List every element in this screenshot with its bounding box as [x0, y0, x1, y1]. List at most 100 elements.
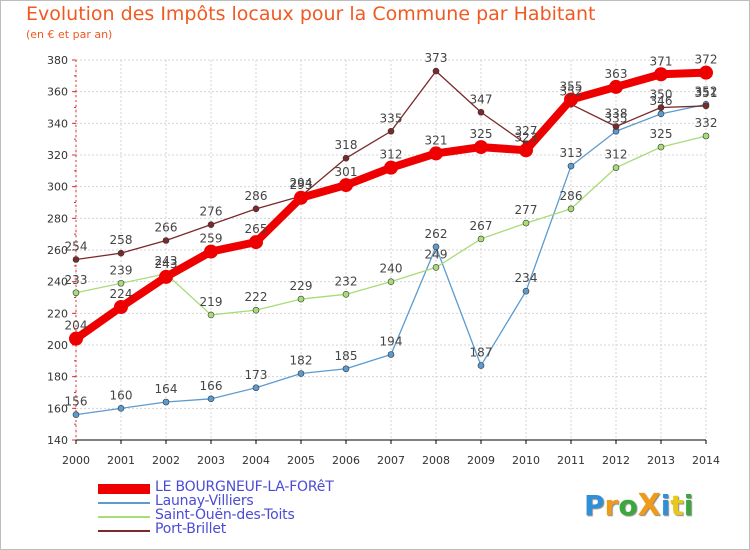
- data-label-launay-villiers: 187: [470, 346, 493, 360]
- data-point-port-brillet: [72, 256, 80, 263]
- data-label-launay-villiers: 156: [65, 395, 88, 409]
- data-label-port-brillet: 350: [650, 88, 673, 102]
- data-label-launay-villiers: 182: [290, 354, 313, 368]
- data-point-launay-villiers: [252, 384, 260, 392]
- data-label-le-bourgneuf-la-for-t: 265: [245, 222, 268, 236]
- legend-label: Launay-Villiers: [155, 493, 254, 509]
- data-point-saint-ou-n-des-toits: [522, 219, 530, 227]
- x-tick-label: 2006: [332, 454, 360, 467]
- data-point-port-brillet: [477, 108, 485, 116]
- data-point-launay-villiers: [657, 110, 665, 118]
- data-point-saint-ou-n-des-toits: [342, 291, 350, 298]
- data-label-launay-villiers: 164: [155, 382, 178, 396]
- data-point-le-bourgneuf-la-for-t: [204, 244, 218, 259]
- data-label-saint-ou-n-des-toits: 332: [695, 116, 718, 130]
- data-label-launay-villiers: 160: [110, 388, 133, 402]
- data-point-port-brillet: [657, 104, 665, 111]
- logo-letter: i: [683, 489, 694, 522]
- data-label-le-bourgneuf-la-for-t: 355: [560, 80, 583, 94]
- data-point-le-bourgneuf-la-for-t: [114, 300, 128, 314]
- x-tick-label: 2011: [557, 454, 585, 467]
- x-tick-label: 2010: [512, 454, 540, 467]
- logo-letter: i: [660, 489, 671, 522]
- data-point-le-bourgneuf-la-for-t: [294, 190, 308, 205]
- data-point-launay-villiers: [297, 370, 305, 377]
- data-point-le-bourgneuf-la-for-t: [159, 269, 173, 284]
- y-tick-label: 260: [47, 244, 68, 257]
- y-tick-label: 300: [47, 181, 68, 194]
- data-label-launay-villiers: 194: [380, 335, 403, 349]
- legend-swatch: [98, 502, 150, 504]
- data-label-launay-villiers: 335: [605, 111, 628, 125]
- x-tick-label: 2007: [377, 454, 405, 467]
- data-point-port-brillet: [207, 221, 215, 228]
- logo-letter: X: [637, 488, 661, 523]
- data-label-launay-villiers: 173: [245, 368, 268, 382]
- data-point-port-brillet: [117, 249, 125, 257]
- data-label-port-brillet: 338: [605, 107, 628, 121]
- data-label-port-brillet: 266: [155, 221, 178, 235]
- data-label-saint-ou-n-des-toits: 325: [650, 127, 673, 141]
- data-point-le-bourgneuf-la-for-t: [69, 331, 83, 346]
- x-tick-label: 2013: [647, 454, 675, 467]
- data-point-saint-ou-n-des-toits: [567, 205, 575, 213]
- chart-title: Evolution des Impôts locaux pour la Comm…: [26, 3, 596, 25]
- data-label-saint-ou-n-des-toits: 229: [290, 279, 313, 293]
- legend-swatch: [98, 530, 150, 532]
- data-point-saint-ou-n-des-toits: [702, 132, 710, 140]
- data-point-saint-ou-n-des-toits: [117, 279, 125, 287]
- x-tick-label: 2002: [152, 454, 180, 467]
- y-tick-label: 220: [47, 307, 68, 320]
- x-tick-label: 2001: [107, 454, 135, 467]
- data-label-saint-ou-n-des-toits: 243: [155, 254, 178, 268]
- data-label-launay-villiers: 352: [695, 84, 718, 98]
- data-label-saint-ou-n-des-toits: 232: [335, 274, 358, 288]
- data-label-saint-ou-n-des-toits: 312: [605, 148, 628, 162]
- data-label-port-brillet: 352: [560, 84, 583, 98]
- data-label-port-brillet: 351: [695, 86, 718, 100]
- y-tick-label: 340: [47, 117, 68, 130]
- data-label-le-bourgneuf-la-for-t: 293: [290, 178, 313, 192]
- data-label-saint-ou-n-des-toits: 233: [65, 273, 88, 287]
- data-label-launay-villiers: 346: [650, 94, 673, 108]
- data-point-launay-villiers: [477, 362, 485, 369]
- line-chart: 1401601802002202402602803003203403603802…: [47, 51, 720, 467]
- y-tick-label: 200: [47, 339, 68, 352]
- logo-letter: r: [604, 489, 619, 522]
- x-tick-label: 2000: [62, 454, 90, 467]
- data-label-port-brillet: 373: [425, 51, 448, 65]
- data-point-le-bourgneuf-la-for-t: [474, 140, 488, 155]
- data-point-launay-villiers: [432, 243, 440, 251]
- data-point-le-bourgneuf-la-for-t: [384, 160, 398, 175]
- data-label-saint-ou-n-des-toits: 267: [470, 219, 493, 233]
- data-label-le-bourgneuf-la-for-t: 224: [110, 287, 133, 301]
- data-label-port-brillet: 318: [335, 138, 358, 152]
- logo-letter: P: [584, 489, 605, 522]
- data-point-saint-ou-n-des-toits: [612, 164, 620, 171]
- data-label-le-bourgneuf-la-for-t: 204: [65, 319, 88, 333]
- logo-letter: t: [670, 489, 684, 522]
- data-point-saint-ou-n-des-toits: [72, 289, 80, 297]
- data-label-saint-ou-n-des-toits: 249: [425, 247, 448, 261]
- data-label-launay-villiers: 185: [335, 349, 358, 363]
- data-label-le-bourgneuf-la-for-t: 323: [515, 130, 538, 144]
- data-label-saint-ou-n-des-toits: 219: [200, 295, 223, 309]
- legend-swatch: [98, 516, 150, 518]
- y-tick-label: 380: [47, 54, 68, 67]
- data-labels: 204 224 243 259 265 293 301 312 321 325 323 355 363 3…: [65, 51, 718, 409]
- data-label-port-brillet: 294: [290, 176, 313, 190]
- y-tick-label: 320: [47, 149, 68, 162]
- data-point-port-brillet: [432, 67, 440, 75]
- chart-subtitle: (en € et par an): [26, 28, 113, 41]
- y-tick-label: 240: [47, 276, 68, 289]
- data-label-saint-ou-n-des-toits: 239: [110, 263, 133, 277]
- x-tick-label: 2005: [287, 454, 315, 467]
- data-label-le-bourgneuf-la-for-t: 371: [650, 54, 673, 68]
- legend-label: Port-Brillet: [155, 521, 227, 537]
- data-label-launay-villiers: 166: [200, 379, 223, 393]
- data-label-launay-villiers: 262: [425, 227, 448, 241]
- legend-label: LE BOURGNEUF-LA-FORêT: [155, 479, 334, 495]
- data-point-le-bourgneuf-la-for-t: [699, 65, 713, 80]
- data-point-port-brillet: [612, 123, 620, 130]
- data-point-launay-villiers: [567, 162, 575, 170]
